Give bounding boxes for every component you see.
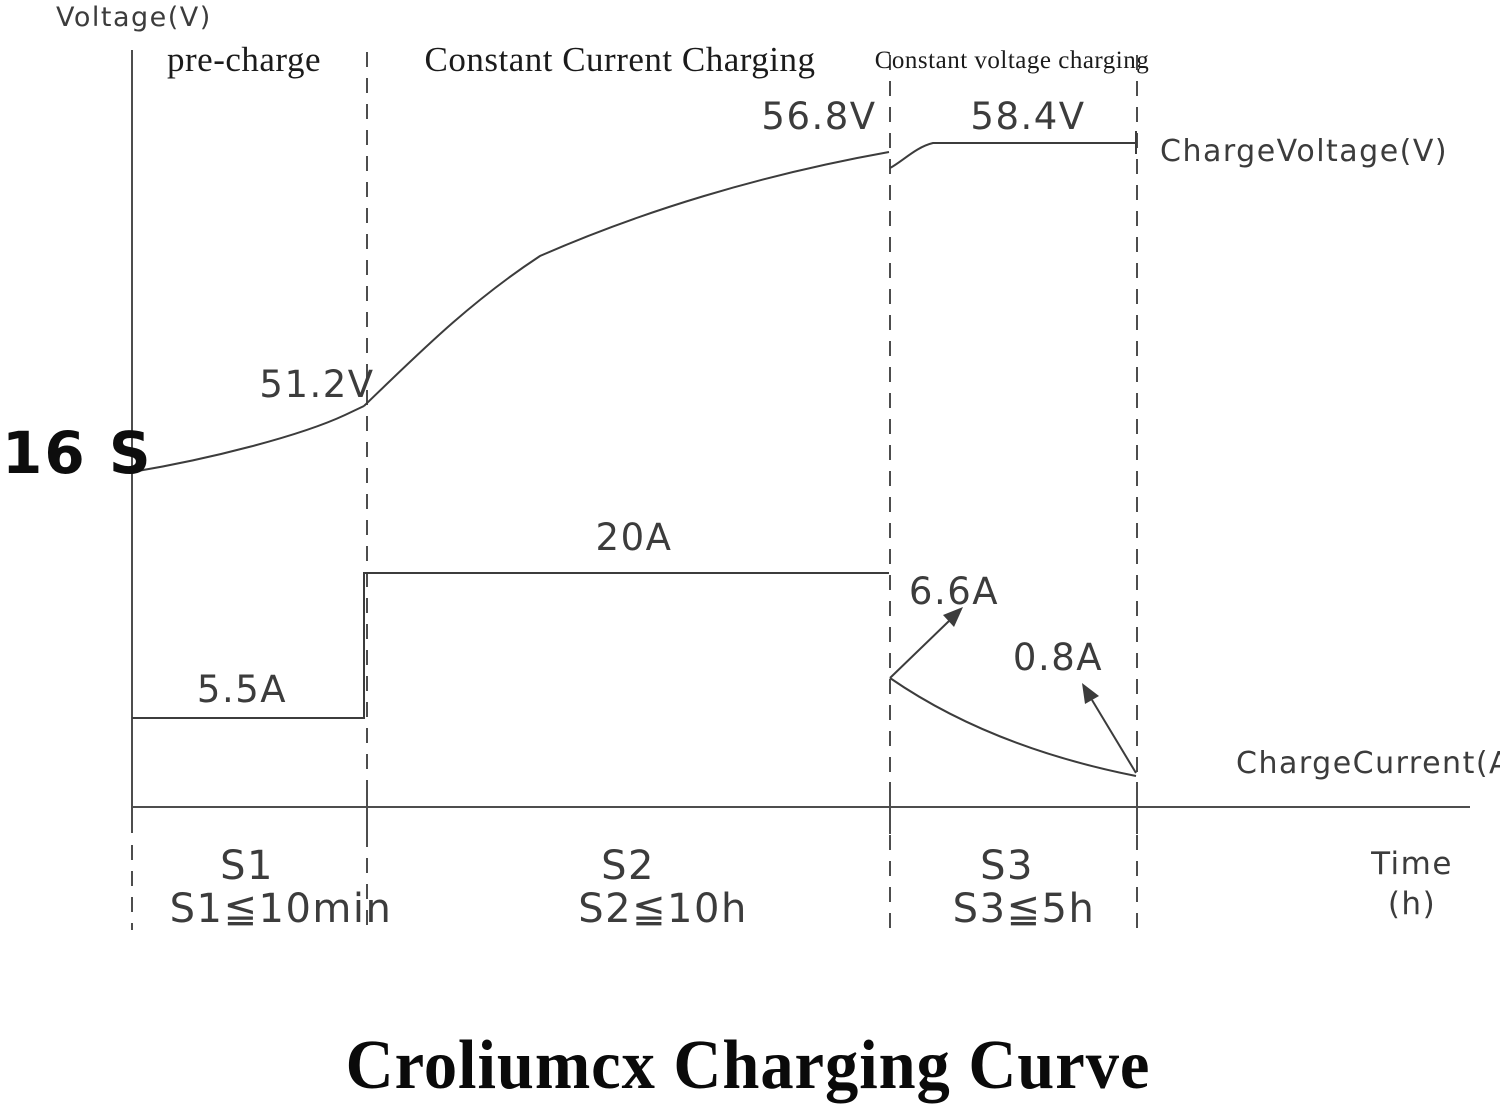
- annotation-voltage-58-4: 58.4V: [970, 95, 1086, 138]
- annotation-current-20: 20A: [595, 516, 673, 559]
- voltage-curve-s1: [131, 405, 365, 473]
- phase-label-precharge: pre-charge: [167, 40, 321, 79]
- phase-label-constant-current: Constant Current Charging: [424, 40, 816, 79]
- voltage-series-label: ChargeVoltage(V): [1160, 134, 1449, 169]
- phase-duration-s2: S2≦10h: [578, 886, 748, 932]
- cell-config-label: 16 S: [2, 419, 153, 487]
- voltage-curve-s2: [363, 151, 890, 407]
- arrow-head-6-6a: [943, 607, 963, 627]
- phase-id-s1: S1: [220, 843, 274, 889]
- chart-title: Croliumcx Charging Curve: [345, 1027, 1151, 1104]
- y-axis-label: Voltage(V): [56, 2, 212, 33]
- current-series-label: ChargeCurrent(A): [1236, 746, 1500, 781]
- current-curve-s3-decay: [889, 677, 1137, 777]
- x-axis-label: Time: [1371, 846, 1453, 882]
- phase-duration-s3: S3≦5h: [952, 886, 1096, 932]
- arrow-head-0-8a: [1082, 683, 1099, 704]
- annotation-voltage-56-8: 56.8V: [761, 95, 877, 138]
- annotation-current-0-8: 0.8A: [1012, 636, 1104, 679]
- annotation-voltage-51-2: 51.2V: [259, 363, 375, 406]
- phase-label-constant-voltage: Constant voltage charging: [874, 47, 1150, 74]
- annotation-current-5-5: 5.5A: [196, 668, 288, 711]
- phase-id-s2: S2: [601, 843, 655, 889]
- annotation-current-6-6: 6.6A: [908, 570, 1000, 613]
- arrow-line-6-6a: [889, 620, 950, 679]
- voltage-curve-s3-plateau: [889, 142, 1136, 169]
- x-axis-unit: (h): [1387, 886, 1437, 922]
- current-curve-s1-s2: [132, 572, 889, 719]
- phase-id-s3: S3: [980, 843, 1034, 889]
- arrow-line-0-8a: [1091, 699, 1137, 774]
- phase-duration-s1: S1≦10min: [169, 886, 393, 932]
